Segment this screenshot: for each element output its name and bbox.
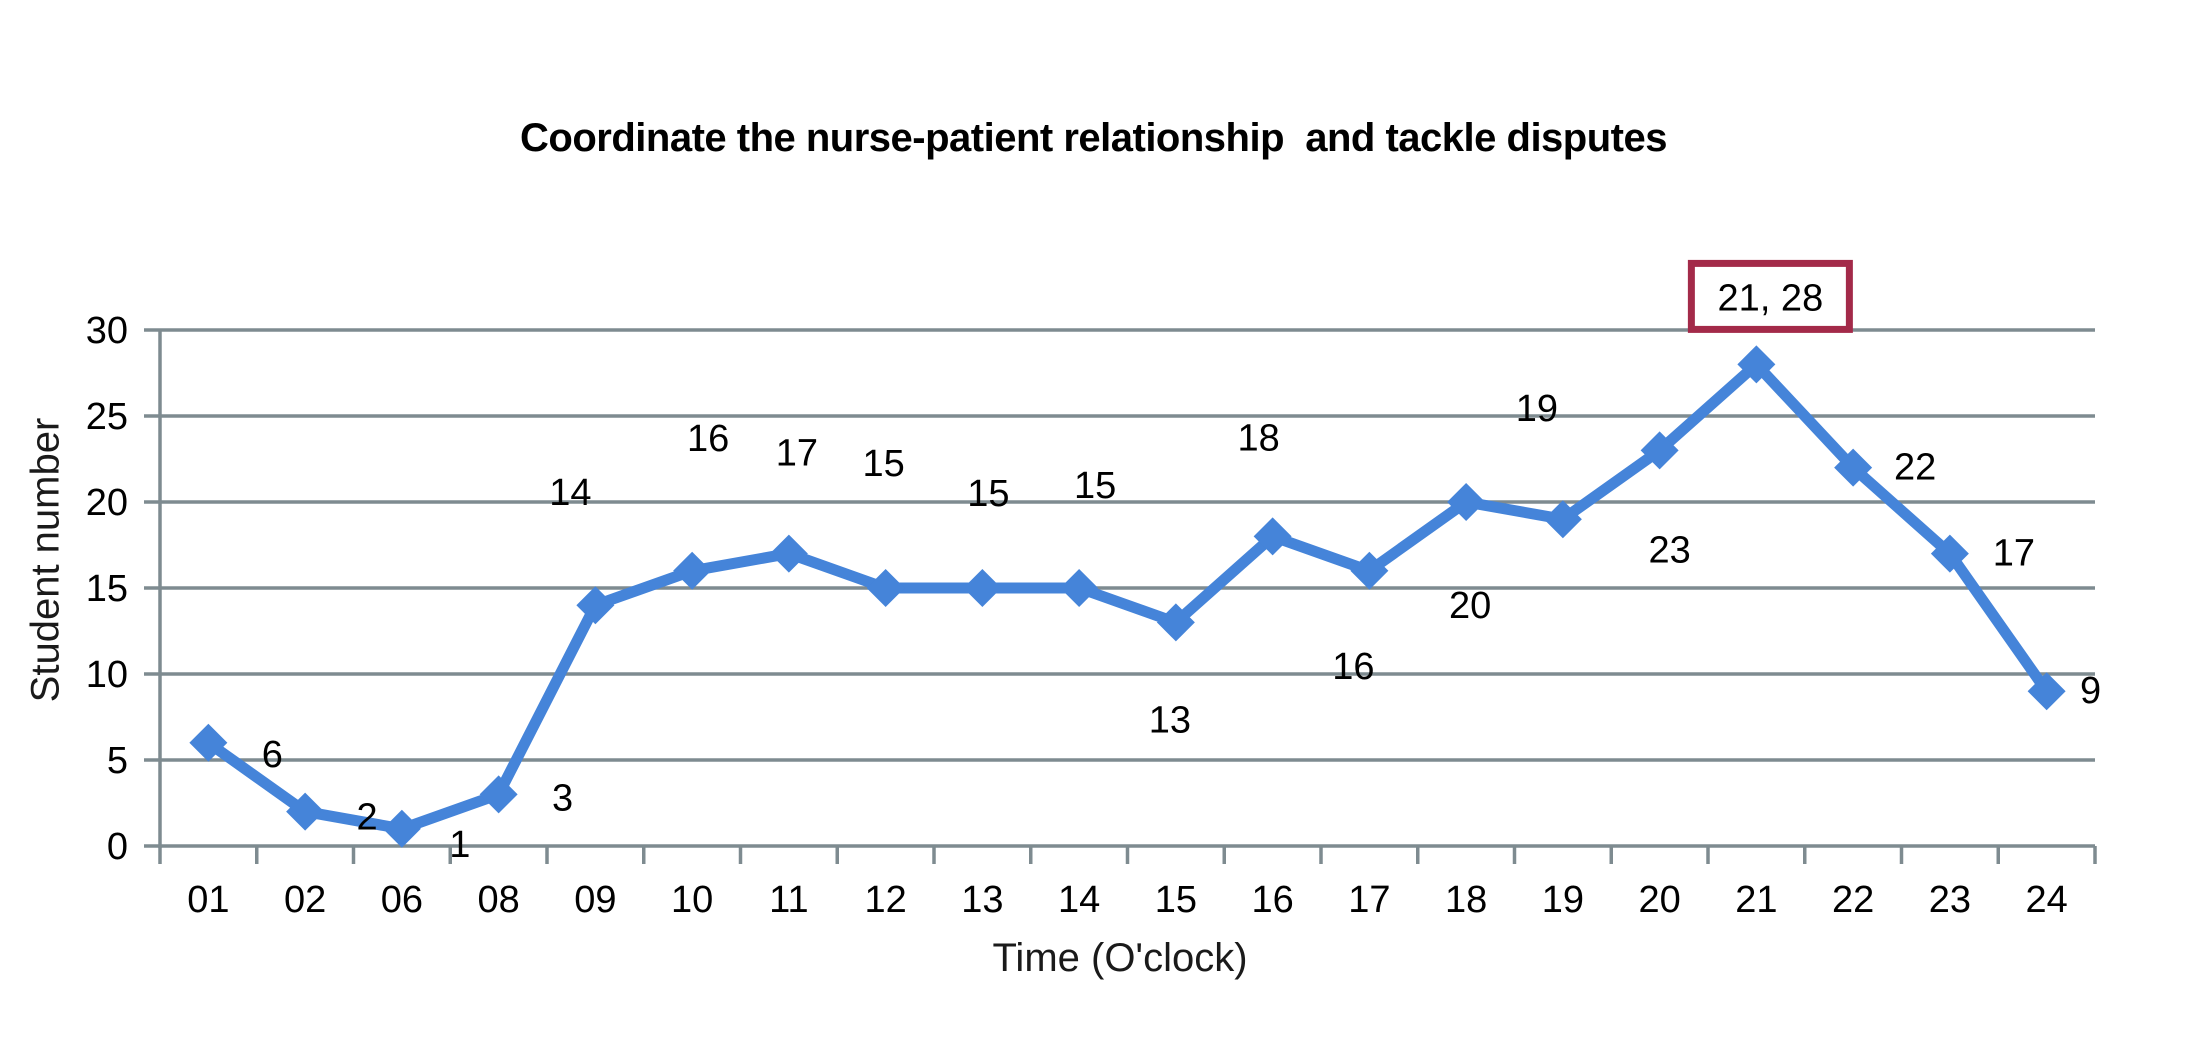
data-point-marker xyxy=(1930,534,1969,573)
data-line xyxy=(202,358,2053,835)
data-point-marker xyxy=(1156,603,1195,642)
data-point-marker xyxy=(382,809,421,848)
data-point-marker xyxy=(1834,448,1873,487)
data-point-marker xyxy=(1447,483,1486,521)
y-tick-label: 25 xyxy=(86,396,128,438)
x-tick-label: 10 xyxy=(671,879,713,921)
data-point-label: 22 xyxy=(1894,447,1936,489)
x-axis-title: Time (O'clock) xyxy=(992,936,1248,980)
data-point-label: 20 xyxy=(1449,585,1491,627)
data-point-marker xyxy=(1737,345,1776,384)
x-tick-label: 06 xyxy=(381,879,423,921)
data-point-label: 3 xyxy=(552,777,573,819)
data-point-label: 15 xyxy=(967,473,1009,515)
data-point-label: 9 xyxy=(2080,670,2101,712)
data-point-label: 14 xyxy=(549,472,591,514)
x-tick-label: 14 xyxy=(1058,879,1100,921)
data-point-marker xyxy=(1543,500,1582,539)
x-tick-label: 21 xyxy=(1735,879,1777,921)
data-point-label: 23 xyxy=(1648,529,1690,571)
data-point-label: 1 xyxy=(449,824,470,866)
y-tick-label: 15 xyxy=(86,568,128,610)
x-tick-label: 16 xyxy=(1251,879,1293,921)
data-point-label: 18 xyxy=(1237,417,1279,459)
data-point-marker xyxy=(1640,431,1679,470)
x-tick-label: 17 xyxy=(1348,879,1390,921)
x-tick-label: 13 xyxy=(961,879,1003,921)
data-point-marker xyxy=(963,569,1002,607)
x-tick-label: 23 xyxy=(1929,879,1971,921)
data-point-marker xyxy=(866,569,905,607)
x-tick-label: 19 xyxy=(1542,879,1584,921)
data-point-marker xyxy=(189,723,228,762)
x-tick-label: 11 xyxy=(769,879,808,921)
data-point-label: 17 xyxy=(776,433,818,475)
x-tick-label: 15 xyxy=(1155,879,1197,921)
x-tick-label: 08 xyxy=(477,879,519,921)
data-point-marker xyxy=(1253,517,1292,556)
data-point-label: 19 xyxy=(1516,388,1558,430)
data-point-label: 2 xyxy=(357,797,378,839)
data-point-label: 15 xyxy=(862,443,904,485)
data-point-label: 16 xyxy=(1332,646,1374,688)
peak-callout-label: 21, 28 xyxy=(1718,277,1824,319)
y-tick-label: 20 xyxy=(86,482,128,524)
x-tick-label: 09 xyxy=(574,879,616,921)
data-point-marker xyxy=(576,586,615,625)
peak-callout-box xyxy=(1687,259,1853,333)
data-point-marker xyxy=(479,775,518,814)
x-tick-label: 18 xyxy=(1445,879,1487,921)
x-tick-label: 02 xyxy=(284,879,326,921)
x-tick-label: 12 xyxy=(864,879,906,921)
x-tick-label: 20 xyxy=(1638,879,1680,921)
data-point-label: 16 xyxy=(687,418,729,460)
data-point-label: 13 xyxy=(1149,699,1191,741)
data-point-label: 6 xyxy=(262,734,283,776)
y-tick-label: 10 xyxy=(86,654,128,696)
data-point-label: 17 xyxy=(1993,533,2035,575)
data-point-marker xyxy=(286,792,325,831)
y-tick-label: 5 xyxy=(107,740,128,782)
data-point-marker xyxy=(673,551,712,590)
x-tick-label: 24 xyxy=(2025,879,2067,921)
data-point-label: 15 xyxy=(1074,465,1116,507)
data-point-marker xyxy=(769,534,808,573)
data-point-marker xyxy=(1060,569,1099,607)
y-tick-label: 0 xyxy=(107,826,128,868)
x-tick-label: 22 xyxy=(1832,879,1874,921)
chart-title: Coordinate the nurse-patient relationshi… xyxy=(520,116,1667,160)
y-tick-label: 30 xyxy=(86,310,128,352)
data-point-marker xyxy=(1350,551,1389,590)
data-point-marker xyxy=(2027,672,2066,711)
x-tick-label: 01 xyxy=(187,879,229,921)
